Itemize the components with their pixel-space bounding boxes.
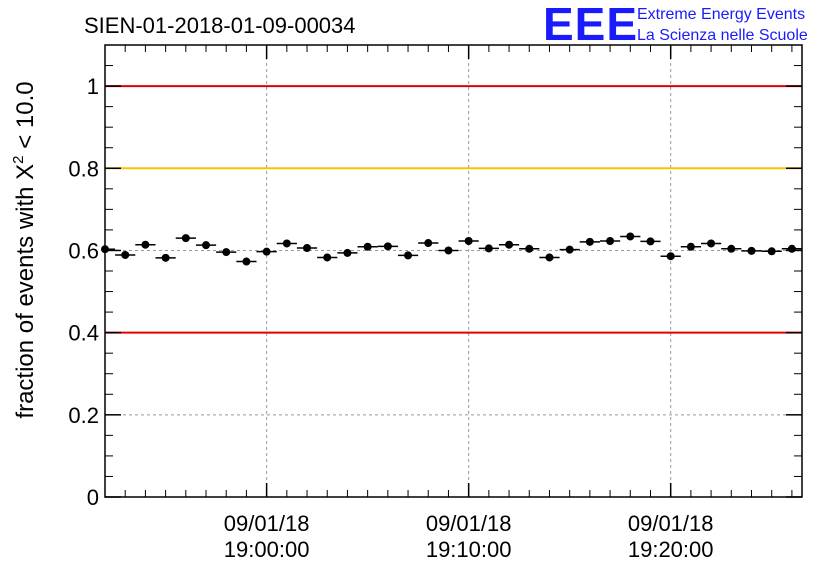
x-tick-labels: 09/01/1819:00:0009/01/1819:10:0009/01/18… (224, 511, 714, 562)
y-tick-label: 0.2 (68, 403, 99, 428)
y-tick-label: 0.6 (68, 238, 99, 263)
data-point (559, 245, 580, 254)
data-point (680, 242, 701, 251)
data-point (660, 252, 681, 261)
data-point (418, 239, 439, 248)
data-point-marker (545, 253, 554, 262)
eee-logo-line1: Extreme Energy Events (637, 6, 805, 23)
x-tick-date-label: 09/01/18 (426, 511, 512, 536)
data-point-marker (484, 244, 493, 253)
data-point-marker (242, 257, 251, 266)
data-point (256, 247, 277, 256)
data-point (155, 253, 176, 262)
data-point (781, 244, 802, 253)
data-point (337, 248, 358, 257)
data-point (397, 251, 419, 260)
data-point (478, 244, 499, 253)
data-point-marker (464, 237, 473, 246)
data-point-marker (525, 244, 534, 253)
data-point (539, 253, 560, 262)
data-point (236, 257, 257, 266)
data-point-marker (282, 239, 291, 248)
data-point (276, 239, 297, 248)
data-point (458, 237, 479, 246)
data-point-marker (707, 239, 716, 248)
data-point-marker (767, 247, 776, 256)
data-point (296, 243, 318, 252)
data-point (438, 246, 459, 255)
data-point-marker (161, 253, 170, 262)
y-axis-label-symbol: X (12, 164, 39, 180)
data-point (377, 242, 398, 251)
data-point (357, 242, 378, 251)
data-point-marker (727, 244, 736, 253)
data-point-marker (585, 237, 594, 246)
data-point (498, 240, 520, 249)
y-tick-label: 1 (87, 74, 99, 99)
data-point-marker (262, 247, 271, 256)
y-tick-label: 0.8 (68, 156, 99, 181)
y-tick-label: 0 (87, 485, 99, 510)
eee-logo: EEE Extreme Energy Events La Scienza nel… (543, 0, 808, 50)
data-point (135, 240, 156, 249)
data-point-marker (121, 250, 130, 259)
data-point-marker (444, 246, 453, 255)
eee-logo-line2: La Scienza nelle Scuole (637, 27, 808, 44)
data-point-marker (303, 243, 312, 252)
data-point-marker (626, 232, 635, 241)
data-point-marker (686, 242, 695, 251)
axes (104, 44, 803, 498)
data-point (620, 232, 641, 241)
data-point (175, 234, 196, 243)
data-point-marker (646, 237, 655, 246)
data-point-marker (505, 240, 514, 249)
data-point-marker (141, 240, 150, 249)
data-point-marker (323, 253, 332, 262)
x-tick-time-label: 19:20:00 (628, 537, 714, 562)
chart-title: SIEN-01-2018-01-09-00034 (84, 13, 356, 38)
y-axis-label-suffix: < 10.0 (12, 81, 39, 155)
data-point (115, 250, 136, 259)
data-point-marker (181, 234, 190, 243)
data-point-marker (343, 248, 352, 257)
y-tick-label: 0.4 (68, 321, 99, 346)
data-point-marker (202, 241, 211, 250)
y-tick-labels: 0 0.2 0.4 0.6 0.8 1 (68, 74, 99, 510)
y-axis-label: fraction of events with X2 < 10.0 (10, 81, 39, 418)
data-point-marker (666, 252, 675, 261)
eee-logo-letters: EEE (543, 0, 638, 50)
data-points (101, 232, 802, 266)
data-point-marker (424, 239, 433, 248)
data-point (317, 253, 338, 262)
x-tick-time-label: 19:00:00 (224, 537, 310, 562)
data-point-marker (383, 242, 392, 251)
x-tick-time-label: 19:10:00 (426, 537, 512, 562)
data-point (761, 247, 782, 256)
data-point (519, 244, 540, 253)
reference-lines (105, 85, 802, 334)
grid (105, 45, 802, 497)
data-point-marker (747, 246, 756, 255)
data-point-marker (787, 244, 796, 253)
data-point (216, 248, 237, 257)
data-point-marker (606, 237, 615, 246)
x-tick-date-label: 09/01/18 (628, 511, 714, 536)
data-point-marker (363, 242, 372, 251)
plot-frame (104, 44, 803, 498)
data-point-marker (222, 248, 231, 257)
data-point (741, 246, 762, 255)
data-point (700, 239, 722, 248)
data-point (579, 237, 600, 246)
y-axis-label-prefix: fraction of events with (12, 180, 39, 419)
data-point (640, 237, 661, 246)
data-point (195, 241, 217, 250)
data-point (721, 244, 742, 253)
data-point-marker (404, 251, 413, 260)
data-point-marker (565, 245, 574, 254)
data-point (101, 245, 116, 254)
x-tick-date-label: 09/01/18 (224, 511, 310, 536)
y-axis-label-superscript: 2 (10, 155, 27, 163)
data-point (599, 237, 621, 246)
